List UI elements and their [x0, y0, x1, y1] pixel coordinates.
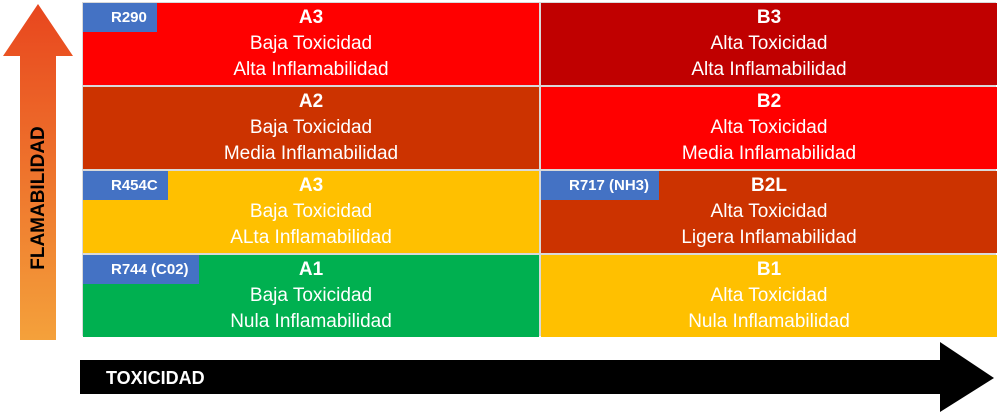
flammability-text: Media Inflamabilidad — [223, 143, 399, 164]
refrigerant-tag: R290 — [83, 3, 157, 32]
flamabilidad-axis: FLAMABILIDAD — [3, 4, 73, 340]
category-cell-b1-7: B1 Alta Toxicidad Nula Inflamabilidad — [541, 255, 997, 337]
category-code: B1 — [756, 259, 782, 280]
category-cell-b3-1: B3 Alta Toxicidad Alta Inflamabilidad — [541, 3, 997, 85]
category-code: B2 — [756, 91, 782, 112]
category-code: A3 — [298, 175, 324, 196]
toxicity-text: Baja Toxicidad — [249, 285, 373, 306]
flamabilidad-label: FLAMABILIDAD — [28, 126, 49, 270]
toxicidad-arrow — [80, 342, 994, 412]
category-code: A2 — [298, 91, 324, 112]
category-cell-b2l-5: R717 (NH3) B2L Alta Toxicidad Ligera Inflam… — [541, 171, 997, 253]
toxicity-text: Alta Toxicidad — [710, 285, 828, 306]
toxicity-text: Alta Toxicidad — [710, 117, 828, 138]
flammability-text: Alta Inflamabilidad — [691, 59, 847, 80]
category-cell-a1-6: R744 (C02) A1 Baja Toxicidad Nula Inflamabi… — [83, 255, 539, 337]
toxicity-text: Alta Toxicidad — [710, 33, 828, 54]
category-code: A3 — [298, 7, 324, 28]
toxicity-text: Baja Toxicidad — [249, 33, 373, 54]
category-cell-a3-4: R454C A3 Baja Toxicidad ALta Inflamabilidad — [83, 171, 539, 253]
safety-classification-grid: R290 A3 Baja Toxicidad Alta Inflamabilidad B… — [82, 2, 997, 337]
toxicity-text: Alta Toxicidad — [710, 201, 828, 222]
category-code: B2L — [751, 175, 787, 196]
flammability-text: Nula Inflamabilidad — [230, 311, 392, 332]
category-cell-b2-3: B2 Alta Toxicidad Media Inflamabilidad — [541, 87, 997, 169]
category-code: B3 — [756, 7, 782, 28]
refrigerant-tag: R454C — [83, 171, 168, 200]
toxicidad-axis: TOXICIDAD — [80, 342, 994, 412]
flamabilidad-arrow — [3, 4, 73, 340]
flammability-text: Alta Inflamabilidad — [233, 59, 389, 80]
toxicity-text: Baja Toxicidad — [249, 201, 373, 222]
flammability-text: Media Inflamabilidad — [681, 143, 857, 164]
category-code: A1 — [298, 259, 324, 280]
toxicity-text: Baja Toxicidad — [249, 117, 373, 138]
toxicidad-label: TOXICIDAD — [106, 368, 205, 388]
category-cell-a2-2: A2 Baja Toxicidad Media Inflamabilidad — [83, 87, 539, 169]
flammability-text: Ligera Inflamabilidad — [681, 227, 857, 248]
refrigerant-tag: R744 (C02) — [83, 255, 199, 284]
refrigerant-tag: R717 (NH3) — [541, 171, 660, 200]
flammability-text: ALta Inflamabilidad — [230, 227, 392, 248]
flammability-text: Nula Inflamabilidad — [688, 311, 850, 332]
category-cell-a3-0: R290 A3 Baja Toxicidad Alta Inflamabilidad — [83, 3, 539, 85]
